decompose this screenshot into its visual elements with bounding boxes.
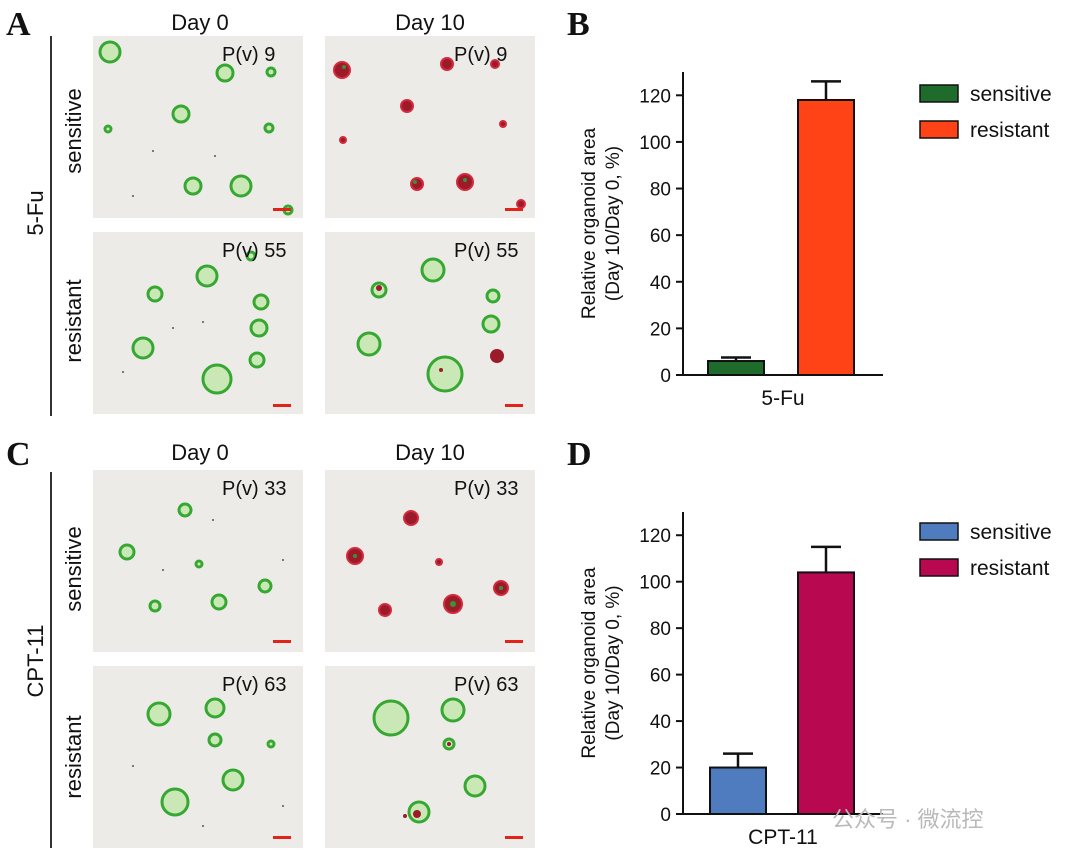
drug-label-5fu: 5-Fu xyxy=(23,190,48,236)
pv-label: P(v) 9 xyxy=(222,44,276,66)
y-tick-label: 20 xyxy=(650,759,671,780)
pv-label: P(v) 63 xyxy=(222,674,287,696)
pv-label: P(v) 9 xyxy=(454,44,508,66)
bar-resistant xyxy=(797,98,855,376)
pv-label: P(v) 33 xyxy=(454,478,519,500)
row-label-resistant: resistant xyxy=(61,279,86,363)
y-tick-label: 80 xyxy=(650,180,671,201)
bar-sensitive xyxy=(707,360,765,376)
pv-label: P(v) 63 xyxy=(454,674,519,696)
micrograph-cpt11-sensitive-day0 xyxy=(93,470,303,652)
micrograph-cpt11-sensitive-day10 xyxy=(325,470,535,652)
micrograph-5fu-sensitive-day10 xyxy=(325,36,535,218)
bar-sensitive xyxy=(709,766,767,815)
pv-label: P(v) 33 xyxy=(222,478,287,500)
y-tick-label: 100 xyxy=(639,573,671,594)
y-tick-label: 60 xyxy=(650,226,671,247)
legend-label-sensitive: sensitive xyxy=(970,521,1052,544)
legend-label-resistant: resistant xyxy=(970,557,1050,580)
legend-label-sensitive: sensitive xyxy=(970,83,1052,106)
column-label-day0: Day 0 xyxy=(171,10,229,35)
bar-chart-cpt11: 0 20 40 60 80 100 120 Relative organoid area (Da… xyxy=(579,512,1052,849)
row-label-sensitive: sensitive xyxy=(61,88,86,174)
y-tick-label: 80 xyxy=(650,619,671,640)
micrograph-cpt11-resistant-day10 xyxy=(325,666,535,848)
drug-label-cpt11: CPT-11 xyxy=(23,624,48,698)
x-category-label: 5-Fu xyxy=(761,387,804,410)
y-tick-label: 40 xyxy=(650,273,671,294)
y-tick-label: 0 xyxy=(660,366,671,387)
panel-letter-d: D xyxy=(567,436,592,473)
bar-chart-5fu: 0 20 40 60 80 100 120 Relative organoid area (Da… xyxy=(579,72,1052,410)
legend-swatch-resistant xyxy=(919,558,959,577)
y-axis-label: Relative organoid area (Day 10/Day 0, %) xyxy=(579,567,624,759)
row-label-resistant: resistant xyxy=(61,715,86,799)
y-tick-label: 100 xyxy=(639,133,671,154)
micrograph-cpt11-resistant-day0 xyxy=(93,666,303,848)
row-group-line xyxy=(50,36,52,416)
pv-label: P(v) 55 xyxy=(454,240,519,262)
micrograph-5fu-sensitive-day0 xyxy=(93,36,303,218)
x-category-label: CPT-11 xyxy=(748,826,818,849)
bar-resistant xyxy=(797,571,855,816)
micrograph-5fu-resistant-day10 xyxy=(325,232,535,414)
y-tick-label: 60 xyxy=(650,666,671,687)
legend-swatch-resistant xyxy=(919,120,959,139)
column-label-day0: Day 0 xyxy=(171,440,229,465)
column-label-day10: Day 10 xyxy=(395,440,465,465)
y-tick-label: 120 xyxy=(639,86,671,107)
pv-label: P(v) 55 xyxy=(222,240,287,262)
y-tick-label: 120 xyxy=(639,526,671,547)
legend-swatch-sensitive xyxy=(919,522,959,541)
row-label-sensitive: sensitive xyxy=(61,526,86,612)
y-tick-label: 40 xyxy=(650,712,671,733)
panel-letter-c: C xyxy=(6,436,31,473)
panel-letter-a: A xyxy=(6,6,31,43)
watermark-text: 公众号 · 微流控 xyxy=(832,807,984,832)
panel-letter-b: B xyxy=(567,6,590,43)
y-tick-label: 20 xyxy=(650,319,671,340)
y-tick-label: 0 xyxy=(660,805,671,826)
legend-label-resistant: resistant xyxy=(970,119,1050,142)
micrograph-5fu-resistant-day0 xyxy=(93,232,303,414)
row-group-line xyxy=(50,472,52,848)
y-axis-label: Relative organoid area (Day 10/Day 0, %) xyxy=(579,127,624,319)
legend-swatch-sensitive xyxy=(919,84,959,103)
column-label-day10: Day 10 xyxy=(395,10,465,35)
